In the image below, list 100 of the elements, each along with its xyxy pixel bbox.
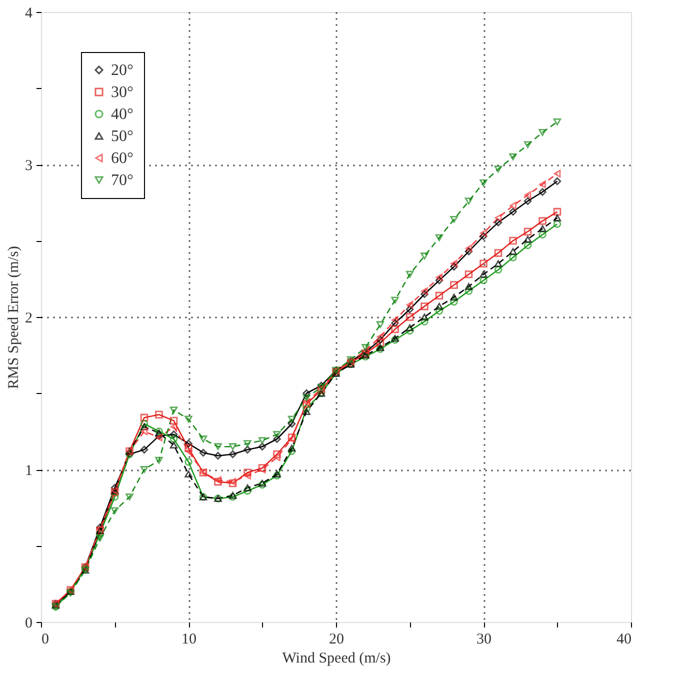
- point: [435, 307, 444, 315]
- point: [539, 180, 546, 188]
- point: [140, 423, 148, 430]
- point: [258, 437, 266, 444]
- point: [464, 283, 473, 290]
- point: [406, 326, 414, 335]
- point: [480, 229, 487, 237]
- point: [480, 232, 488, 240]
- point: [524, 241, 532, 250]
- point: [554, 170, 561, 178]
- y-tick-label: 2: [25, 310, 32, 326]
- point: [435, 302, 444, 310]
- point: [170, 416, 178, 425]
- point: [155, 410, 163, 418]
- point: [302, 389, 310, 398]
- point: [406, 300, 414, 309]
- point: [509, 236, 517, 245]
- point: [538, 225, 546, 232]
- point: [244, 486, 252, 495]
- point: [110, 493, 119, 501]
- point: [450, 216, 458, 223]
- point: [170, 422, 178, 431]
- point: [140, 414, 148, 422]
- x-axis-title: Wind Speed (m/s): [282, 650, 391, 666]
- point: [509, 248, 517, 255]
- point: [391, 325, 399, 334]
- point: [406, 270, 414, 278]
- point: [184, 458, 192, 466]
- point: [420, 290, 428, 298]
- point: [420, 318, 428, 326]
- point: [214, 443, 222, 450]
- point: [450, 281, 458, 289]
- point: [228, 443, 237, 450]
- point: [376, 332, 384, 341]
- point: [244, 484, 252, 492]
- x-tick-label: 10: [182, 632, 196, 648]
- point: [494, 266, 502, 274]
- point: [510, 202, 516, 210]
- point: [464, 270, 473, 278]
- point: [465, 244, 472, 252]
- point: [538, 230, 546, 239]
- x-tick-label: 20: [329, 632, 344, 648]
- point: [524, 141, 532, 148]
- y-tick-label: 1: [25, 463, 32, 479]
- point: [480, 276, 488, 284]
- point: [391, 296, 399, 304]
- point: [140, 466, 148, 473]
- point: [362, 344, 370, 351]
- point: [288, 444, 296, 452]
- point: [244, 440, 252, 448]
- point: [376, 339, 384, 347]
- point: [391, 319, 399, 327]
- point: [464, 248, 473, 256]
- point: [464, 287, 473, 295]
- point: [524, 236, 532, 243]
- point: [509, 254, 517, 262]
- point: [435, 276, 444, 284]
- point: [450, 294, 458, 301]
- point: [170, 406, 178, 414]
- point: [184, 416, 192, 423]
- point: [170, 435, 178, 443]
- point: [96, 530, 104, 538]
- point: [494, 214, 502, 222]
- point: [273, 430, 281, 438]
- point: [170, 430, 178, 438]
- point: [376, 336, 384, 344]
- point: [450, 298, 458, 306]
- point: [494, 249, 502, 257]
- point: [420, 314, 428, 320]
- point: [288, 420, 296, 428]
- legend-label: 40°: [111, 106, 134, 123]
- legend-label: 20°: [111, 62, 134, 79]
- point: [509, 208, 517, 216]
- y-tick-label: 3: [25, 158, 32, 174]
- point: [288, 416, 296, 423]
- point: [258, 442, 266, 450]
- point: [480, 270, 488, 278]
- point: [553, 177, 562, 186]
- point: [406, 324, 414, 332]
- point: [538, 188, 546, 196]
- point: [524, 191, 532, 199]
- point: [494, 260, 502, 268]
- point: [480, 179, 488, 186]
- y-axis-title: RMS Speed Error (m/s): [6, 246, 22, 389]
- point: [538, 217, 546, 225]
- point: [302, 408, 310, 415]
- point: [464, 198, 473, 205]
- point: [126, 494, 134, 500]
- point: [140, 420, 148, 428]
- point: [110, 484, 119, 492]
- legend-label: 70°: [111, 172, 134, 189]
- x-tick-label: 40: [616, 632, 632, 648]
- point: [553, 214, 562, 222]
- point: [244, 472, 251, 480]
- point: [420, 252, 428, 260]
- point: [524, 228, 532, 236]
- point: [96, 534, 104, 542]
- point: [170, 442, 178, 449]
- point: [392, 316, 398, 324]
- point: [421, 287, 428, 295]
